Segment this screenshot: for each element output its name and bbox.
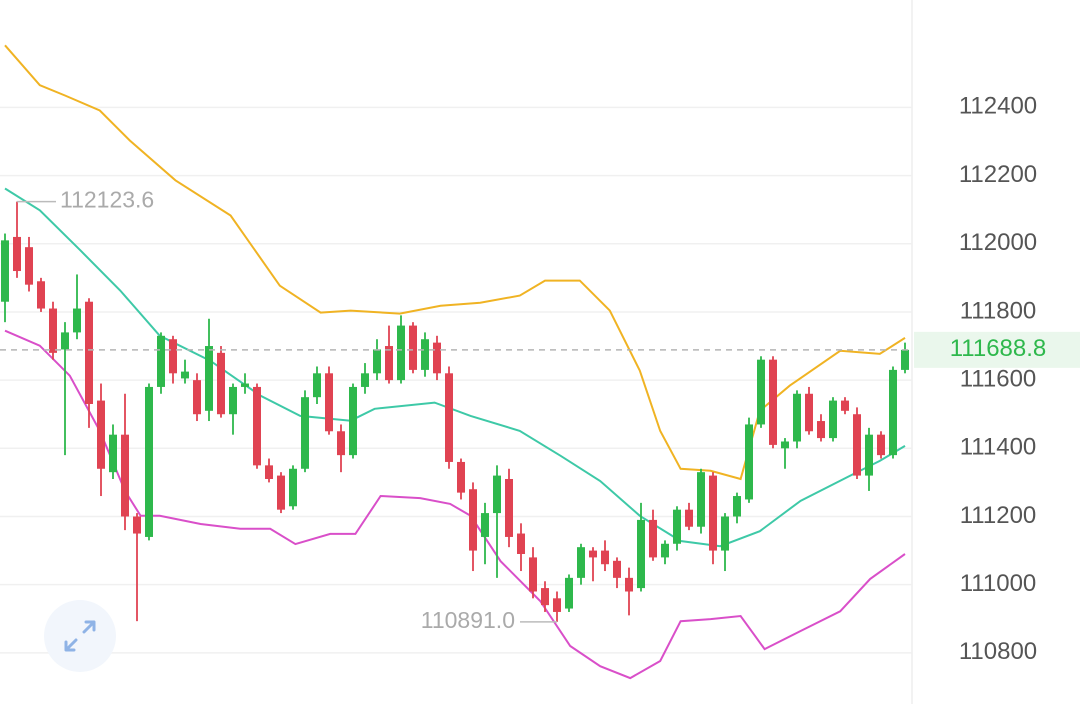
candle-body [145,386,153,537]
candle-body [157,335,165,387]
candle-body [277,475,285,510]
candle-body [13,236,21,272]
candle-body [817,421,825,439]
y-tick-label: 111400 [960,434,1037,461]
candle-body [61,332,69,350]
last-price-label: 111688.8 [950,335,1047,362]
candle-body [757,359,765,425]
candle-body [517,533,525,554]
candle-body [241,383,249,387]
candle-body [805,393,813,432]
band-line [4,44,906,481]
candle-body [613,560,621,578]
candle-body [373,349,381,374]
band-line [4,187,906,548]
candle-body [217,352,225,415]
candle-body [709,475,717,551]
candle-body [85,301,93,404]
candle-body [73,308,81,333]
candle-body [865,434,873,476]
candle-body [193,380,201,415]
candle-body [745,424,753,500]
candle-body [829,400,837,439]
candle-body [25,247,33,285]
candle-body [205,346,213,411]
candle-body [589,550,597,558]
candle-body [889,369,897,456]
y-tick-label: 110800 [959,638,1037,665]
y-tick-label: 112000 [959,229,1037,256]
candle-body [505,478,513,537]
y-tick-label: 111200 [960,502,1037,529]
last-price-box [914,331,1080,368]
candle-body [541,588,549,606]
button-bg [44,600,116,672]
y-tick-label: 111000 [960,570,1037,597]
expand-icon [64,620,96,652]
candle-body [433,342,441,374]
candle-body [853,414,861,476]
candle-body [841,400,849,411]
candle-body [445,373,453,462]
candle-body [121,434,129,517]
candle-body [529,557,537,592]
candle-body [229,386,237,415]
candle-body [361,373,369,387]
candle-body [421,339,429,370]
candle-body [673,509,681,544]
candle-body [469,489,477,551]
candle-body [1,240,9,302]
candle-body [601,550,609,565]
candle-body [721,516,729,551]
candle-body [397,325,405,381]
candle-body [181,371,189,379]
candle-body [289,468,297,507]
candle-body [37,281,45,309]
y-tick-label: 112400 [959,93,1037,120]
candle-body [553,598,561,612]
candle-body [169,339,177,374]
candle-body [637,519,645,589]
candle-body [313,373,321,398]
candle-body [349,386,357,456]
candle-body [301,397,309,469]
candle-body [409,325,417,370]
candle-body [649,519,657,558]
low-label: 110891.0 [421,607,515,633]
high-label: 112123.6 [60,187,154,213]
expand-button[interactable] [44,600,116,672]
candle-body [325,373,333,432]
candle-body [697,472,705,527]
band-line [4,329,906,680]
candle-body [769,359,777,445]
candle-body [661,543,669,558]
candle-body [685,509,693,527]
candle-body [577,547,585,578]
candle-body [901,349,909,370]
candle-body [733,496,741,517]
candle-body [781,441,789,449]
candle-body [793,393,801,442]
candle-body [49,308,57,353]
candle-body [625,577,633,592]
candle-body [133,516,141,534]
candle-body [385,346,393,381]
candle-body [253,386,261,466]
candle-body [481,513,489,537]
candle-body [265,465,273,479]
y-tick-label: 111800 [960,297,1037,324]
candle-body [97,400,105,469]
candle-body [565,577,573,609]
y-tick-label: 112200 [959,161,1037,188]
candle-body [337,431,345,456]
candle-body [493,475,501,514]
y-tick-label: 111600 [960,365,1037,392]
candle-body [109,434,117,473]
candle-body [877,434,885,456]
candle-body [457,461,465,493]
